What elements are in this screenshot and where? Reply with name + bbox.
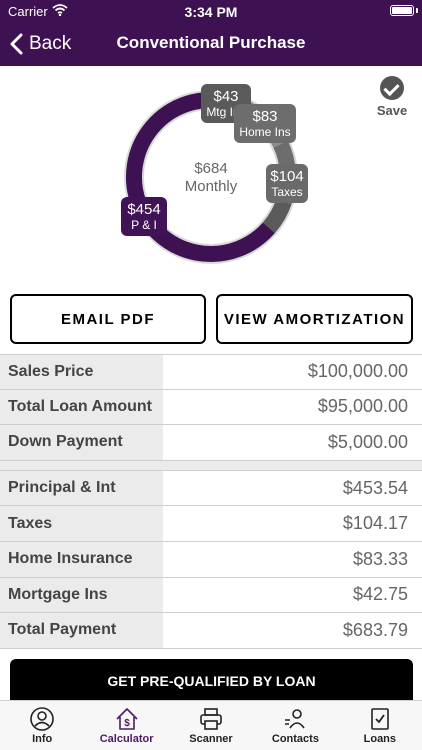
home-ins-amount: $83: [252, 108, 278, 125]
mtg-ins-amount: $43: [213, 88, 239, 105]
printer-icon: [200, 708, 222, 730]
person-icon: [30, 707, 55, 731]
battery-tip-icon: [416, 8, 418, 13]
table-row: Sales Price $100,000.00: [0, 354, 422, 390]
chevron-left-icon: [10, 33, 23, 55]
section-divider: [0, 460, 422, 471]
taxes-label: Taxes: [271, 185, 303, 199]
table-row: Home Insurance $83.33: [0, 541, 422, 578]
save-button[interactable]: Save: [372, 76, 412, 118]
row-label: Sales Price: [0, 355, 163, 389]
row-value: $100,000.00: [307, 361, 408, 382]
taxes-amount: $104: [270, 168, 304, 185]
nav-header: Carrier 3:34 PM Back Conventional Purcha…: [0, 0, 422, 66]
home-ins-tag: $83 Home Ins: [234, 104, 296, 143]
tab-label: Contacts: [271, 733, 319, 745]
back-label: Back: [29, 33, 72, 54]
svg-text:$: $: [124, 718, 130, 729]
tab-label: Calculator: [99, 733, 154, 745]
loan-details-table: Sales Price $100,000.00 Total Loan Amoun…: [0, 354, 422, 649]
donut-center-label: $684 Monthly: [150, 160, 272, 196]
carrier-label: Carrier: [8, 4, 48, 19]
row-value: $42.75: [352, 584, 408, 605]
row-value: $5,000.00: [327, 431, 408, 452]
checkmark-icon: [380, 76, 404, 100]
tab-scanner[interactable]: Scanner: [169, 701, 253, 750]
email-pdf-button[interactable]: EMAIL PDF: [10, 294, 206, 344]
table-row: Principal & Int $453.54: [0, 470, 422, 507]
row-label: Total Payment: [0, 613, 163, 648]
table-row: Down Payment $5,000.00: [0, 425, 422, 461]
tab-bar: Info $ Calculator Scanner Contacts Loans: [0, 700, 422, 750]
mtg-ins-segment: [262, 198, 292, 234]
monthly-label: Monthly: [184, 178, 238, 195]
row-value: $95,000.00: [317, 396, 408, 417]
tab-info[interactable]: Info: [0, 701, 84, 750]
tab-label: Loans: [363, 733, 397, 745]
tab-label: Scanner: [189, 733, 233, 745]
row-label: Principal & Int: [0, 470, 163, 506]
tab-loans[interactable]: Loans: [338, 701, 422, 750]
back-button[interactable]: Back: [10, 31, 71, 57]
tab-calculator[interactable]: $ Calculator: [84, 701, 168, 750]
table-row: Mortgage Ins $42.75: [0, 577, 422, 614]
row-value: $683.79: [342, 619, 408, 640]
status-time: 3:34 PM: [184, 4, 238, 20]
row-label: Total Loan Amount: [0, 389, 163, 425]
wifi-icon: [52, 4, 68, 16]
table-row: Total Loan Amount $95,000.00: [0, 389, 422, 426]
row-value: $453.54: [342, 477, 408, 498]
pi-label: P & I: [131, 218, 157, 232]
pi-tag: $454 P & I: [121, 197, 167, 236]
save-label: Save: [376, 103, 408, 118]
home-ins-label: Home Ins: [239, 125, 291, 139]
row-value: $104.17: [342, 513, 408, 534]
row-value: $83.33: [352, 548, 408, 569]
house-dollar-icon: $: [116, 708, 138, 730]
page-title: Conventional Purchase: [116, 33, 306, 52]
checklist-icon: [371, 708, 389, 730]
battery-icon: [390, 5, 414, 16]
row-label: Down Payment: [0, 425, 163, 460]
table-row: Total Payment $683.79: [0, 613, 422, 649]
row-label: Home Insurance: [0, 541, 163, 577]
view-amortization-button[interactable]: VIEW AMORTIZATION: [216, 294, 413, 344]
mtg-ins-tag: $43 Mtg Ins: [201, 84, 251, 123]
table-row: Taxes $104.17: [0, 506, 422, 542]
status-bar: Carrier 3:34 PM: [0, 0, 422, 22]
monthly-amount: $684: [194, 160, 228, 177]
row-label: Taxes: [0, 506, 163, 541]
taxes-tag: $104 Taxes: [266, 164, 308, 203]
tab-contacts[interactable]: Contacts: [253, 701, 337, 750]
pi-amount: $454: [127, 201, 161, 218]
contacts-icon: [285, 709, 306, 729]
get-prequalified-button[interactable]: GET PRE-QUALIFIED BY LOAN: [10, 659, 413, 703]
row-label: Mortgage Ins: [0, 577, 163, 613]
tab-label: Info: [32, 733, 53, 745]
